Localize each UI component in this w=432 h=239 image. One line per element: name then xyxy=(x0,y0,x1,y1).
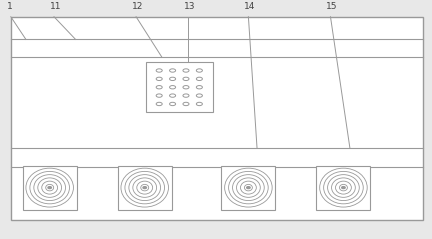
Bar xyxy=(146,62,213,112)
Circle shape xyxy=(247,187,250,189)
Bar xyxy=(221,166,276,210)
Text: 1: 1 xyxy=(6,2,12,11)
Circle shape xyxy=(143,187,146,189)
Text: 15: 15 xyxy=(326,2,338,11)
Text: 12: 12 xyxy=(132,2,143,11)
Text: 13: 13 xyxy=(184,2,195,11)
Bar xyxy=(316,166,370,210)
Text: 11: 11 xyxy=(50,2,61,11)
Circle shape xyxy=(48,187,51,189)
Bar xyxy=(118,166,172,210)
Circle shape xyxy=(342,187,345,189)
Bar xyxy=(23,166,76,210)
Bar xyxy=(11,17,423,220)
Text: 14: 14 xyxy=(244,2,255,11)
